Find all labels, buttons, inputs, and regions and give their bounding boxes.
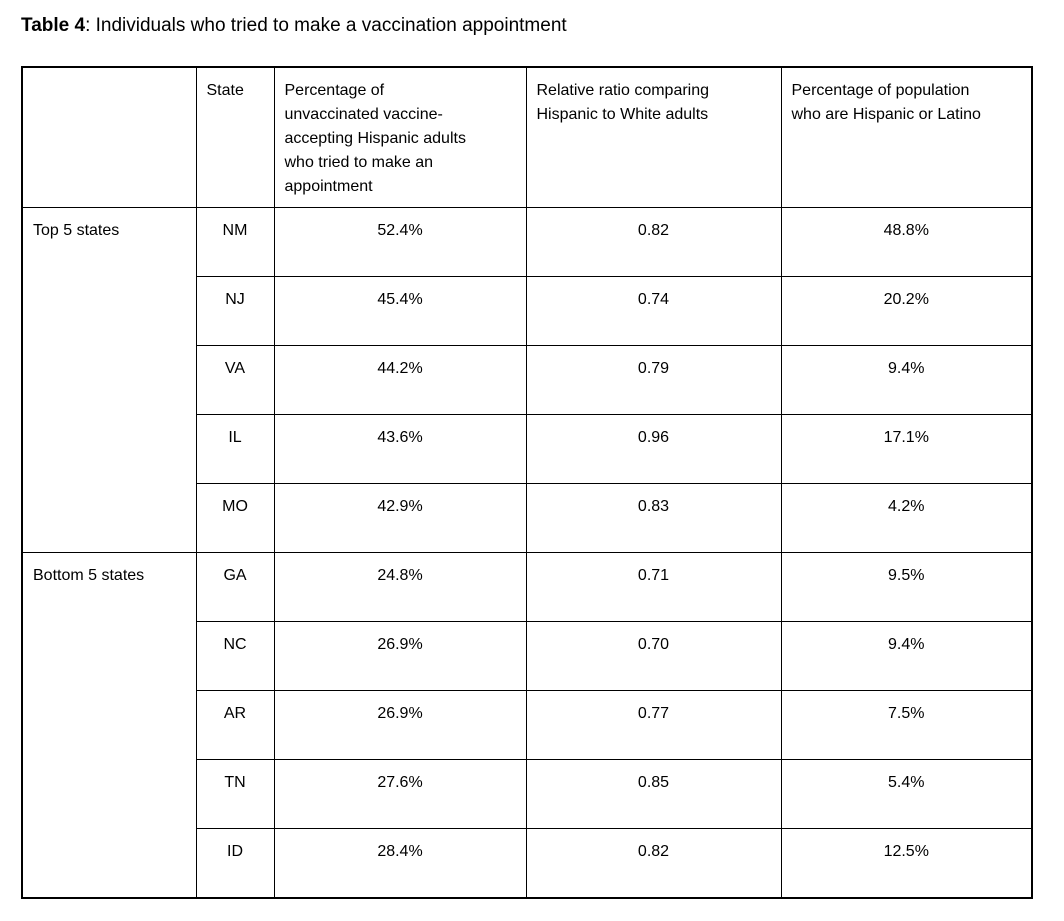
percentage-cell: 44.2%	[273, 345, 527, 415]
state-cell: AR	[195, 690, 275, 760]
percentage-cell: 45.4%	[273, 276, 527, 346]
document-page: Table 4: Individuals who tried to make a…	[21, 14, 1064, 899]
population-cell: 12.5%	[780, 828, 1033, 898]
ratio-cell: 0.96	[525, 414, 782, 484]
ratio-cell: 0.74	[525, 276, 782, 346]
ratio-cell: 0.82	[525, 207, 782, 277]
percentage-cell: 27.6%	[273, 759, 527, 829]
state-cell: NJ	[195, 276, 275, 346]
column-header-population-hispanic: Percentage of population who are Hispani…	[780, 66, 1033, 208]
state-cell: GA	[195, 552, 275, 622]
population-cell: 17.1%	[780, 414, 1033, 484]
percentage-cell: 52.4%	[273, 207, 527, 277]
population-cell: 5.4%	[780, 759, 1033, 829]
column-header-percentage-tried: Percentage of unvaccinated vaccine- acce…	[273, 66, 527, 208]
header-row: State Percentage of unvaccinated vaccine…	[21, 66, 1033, 208]
state-cell: IL	[195, 414, 275, 484]
ratio-cell: 0.77	[525, 690, 782, 760]
column-header-group	[21, 66, 197, 208]
state-cell: ID	[195, 828, 275, 898]
table-row: NJ 45.4% 0.74 20.2%	[22, 276, 1033, 346]
table-row: NC 26.9% 0.70 9.4%	[22, 621, 1033, 691]
population-cell: 9.4%	[780, 345, 1033, 415]
ratio-cell: 0.85	[525, 759, 782, 829]
table-caption-text: : Individuals who tried to make a vaccin…	[85, 15, 567, 36]
table-row: Top 5 states NM 52.4% 0.82 48.8%	[21, 207, 1033, 553]
percentage-cell: 43.6%	[273, 414, 527, 484]
ratio-cell: 0.79	[525, 345, 782, 415]
population-cell: 9.4%	[780, 621, 1033, 691]
row-group-label: Bottom 5 states	[21, 552, 197, 898]
percentage-cell: 42.9%	[273, 483, 527, 553]
percentage-cell: 26.9%	[273, 621, 527, 691]
population-cell: 48.8%	[780, 207, 1033, 277]
page-title: Table 4: Individuals who tried to make a…	[21, 14, 1064, 37]
table-header: State Percentage of unvaccinated vaccine…	[21, 66, 1033, 208]
state-cell: MO	[195, 483, 275, 553]
table-row: MO 42.9% 0.83 4.2%	[22, 483, 1033, 553]
table-row: ID 28.4% 0.82 12.5%	[22, 828, 1033, 898]
vaccination-appointment-table: State Percentage of unvaccinated vaccine…	[21, 66, 1033, 899]
population-cell: 7.5%	[780, 690, 1033, 760]
population-cell: 9.5%	[780, 552, 1033, 622]
population-cell: 4.2%	[780, 483, 1033, 553]
table-row: AR 26.9% 0.77 7.5%	[22, 690, 1033, 760]
table-row: Bottom 5 states GA 24.8% 0.71 9.5%	[21, 552, 1033, 898]
percentage-cell: 26.9%	[273, 690, 527, 760]
ratio-cell: 0.70	[525, 621, 782, 691]
table-row: TN 27.6% 0.85 5.4%	[22, 759, 1033, 829]
percentage-cell: 28.4%	[273, 828, 527, 898]
ratio-cell: 0.71	[525, 552, 782, 622]
table-caption-number: Table 4	[21, 15, 86, 36]
table-row: VA 44.2% 0.79 9.4%	[22, 345, 1033, 415]
state-cell: NM	[195, 207, 275, 277]
column-header-relative-ratio: Relative ratio comparing Hispanic to Whi…	[525, 66, 782, 208]
ratio-cell: 0.83	[525, 483, 782, 553]
population-cell: 20.2%	[780, 276, 1033, 346]
row-group-label: Top 5 states	[21, 207, 197, 553]
state-cell: TN	[195, 759, 275, 829]
column-header-state: State	[195, 66, 275, 208]
table-row: IL 43.6% 0.96 17.1%	[22, 414, 1033, 484]
ratio-cell: 0.82	[525, 828, 782, 898]
table-body: Top 5 states NM 52.4% 0.82 48.8% NJ 45.4% 0.74 2…	[21, 207, 1033, 898]
percentage-cell: 24.8%	[273, 552, 527, 622]
state-cell: NC	[195, 621, 275, 691]
state-cell: VA	[195, 345, 275, 415]
